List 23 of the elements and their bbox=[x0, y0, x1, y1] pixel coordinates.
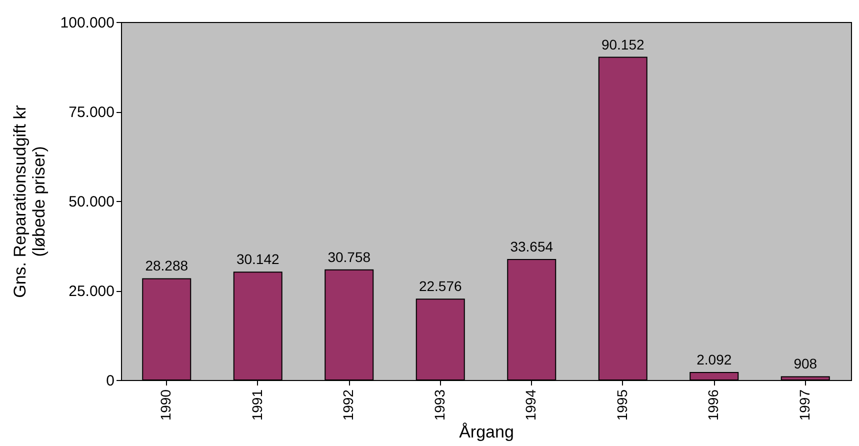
x-tick-label: 1995 bbox=[614, 389, 630, 421]
x-tick-label: 1997 bbox=[796, 389, 812, 421]
x-tick-label: 1994 bbox=[522, 389, 539, 421]
data-label: 28.288 bbox=[145, 258, 188, 274]
y-tick-label: 100.000 bbox=[60, 14, 114, 32]
data-label: 90.152 bbox=[601, 36, 644, 52]
y-tick-label: 50.000 bbox=[68, 194, 114, 210]
x-tick-label: 1991 bbox=[248, 389, 265, 421]
data-label: 30.142 bbox=[236, 251, 280, 268]
data-label: 30.758 bbox=[328, 248, 371, 265]
y-tick-label: 25.000 bbox=[68, 283, 114, 300]
y-tick-label: 0 bbox=[106, 372, 114, 390]
data-label: 33.654 bbox=[510, 238, 554, 255]
x-axis-title: Årgang bbox=[459, 422, 514, 442]
x-tick-label: 1996 bbox=[705, 389, 722, 421]
y-tick-label: 75.000 bbox=[68, 104, 114, 121]
data-label: 2.092 bbox=[696, 352, 732, 368]
y-axis-title: Gns. Reparationsudgift kr (løbede priser) bbox=[10, 104, 48, 298]
x-tick-label: 1992 bbox=[340, 389, 356, 421]
data-label: 908 bbox=[794, 356, 818, 372]
x-tick-label: 1993 bbox=[431, 389, 448, 421]
data-label: 22.576 bbox=[418, 278, 462, 294]
x-tick-label: 1990 bbox=[158, 389, 174, 421]
